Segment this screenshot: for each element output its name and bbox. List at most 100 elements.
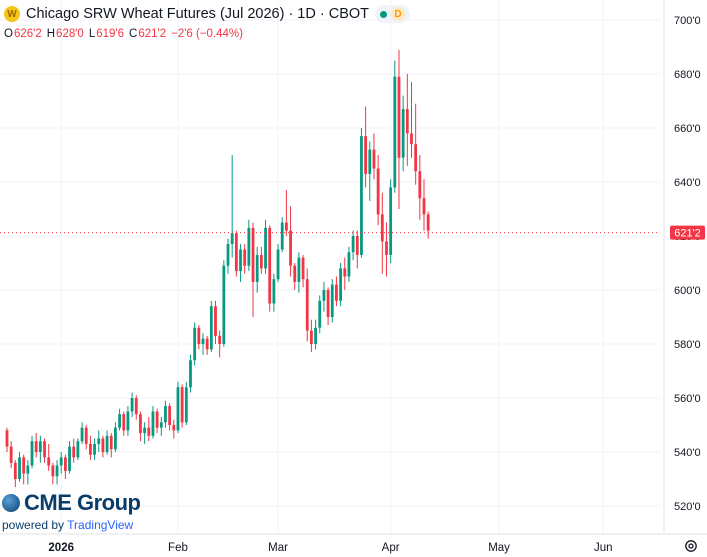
candle: [51, 462, 55, 485]
candle: [360, 128, 363, 258]
y-tick-label: 600'0: [674, 285, 701, 297]
candle: [418, 155, 422, 220]
ohlc-values: O626'2 H628'0 L619'6 C621'2 −2'6 (−0.44%…: [4, 28, 243, 40]
candle: [372, 133, 376, 180]
candle-body: [130, 398, 134, 412]
candle-body: [193, 327, 197, 361]
candle: [343, 257, 347, 290]
candle-body: [43, 441, 46, 458]
candle-body: [101, 438, 105, 452]
x-tick-label: May: [488, 542, 510, 554]
candle: [301, 254, 305, 288]
candle: [222, 260, 226, 347]
candle-body: [209, 306, 213, 350]
candle: [68, 441, 71, 474]
candle-body: [80, 427, 84, 442]
candle-body: [51, 465, 55, 477]
candle: [147, 416, 151, 442]
chart-legend-header[interactable]: W Chicago SRW Wheat Futures (Jul 2026) ·…: [4, 3, 411, 25]
candle-body: [239, 249, 242, 272]
candle: [97, 430, 101, 452]
time-axis: 2026 Feb Mar Apr May Jun: [0, 533, 707, 554]
candle: [318, 295, 322, 334]
candle: [218, 330, 222, 358]
candle: [55, 460, 59, 485]
candle-body: [84, 427, 88, 444]
candle: [305, 268, 309, 342]
candle: [335, 276, 338, 307]
y-tick-label: 580'0: [674, 339, 701, 351]
candle-body: [360, 136, 363, 255]
candle: [293, 263, 297, 290]
tradingview-link[interactable]: TradingView: [67, 518, 134, 532]
y-tick-label: 560'0: [674, 393, 701, 405]
candle: [339, 263, 342, 307]
candle: [201, 333, 205, 355]
delayed-data-badge[interactable]: D: [391, 7, 406, 21]
candle: [401, 95, 405, 172]
candle: [422, 179, 426, 231]
candle: [63, 454, 67, 479]
cme-globe-icon: [2, 494, 20, 512]
x-tick-label: Apr: [382, 542, 400, 554]
candle-body: [189, 360, 192, 388]
x-tick-label: 2026: [48, 542, 74, 554]
candle-body: [276, 249, 280, 280]
candle-body: [243, 249, 247, 266]
candle: [214, 300, 217, 344]
candle: [389, 179, 393, 263]
market-status[interactable]: D: [375, 5, 411, 23]
candle-body: [335, 284, 338, 301]
candle-body: [414, 144, 418, 172]
candle-body: [234, 233, 238, 272]
candle-body: [55, 465, 59, 477]
candle-body: [264, 227, 267, 269]
candle: [172, 419, 176, 439]
candle: [151, 406, 155, 439]
candle: [38, 435, 42, 463]
candle-body: [172, 425, 176, 431]
symbol-title[interactable]: Chicago SRW Wheat Futures (Jul 2026) · 1…: [26, 6, 370, 22]
candle: [297, 252, 301, 293]
candle-body: [393, 76, 397, 188]
candle: [234, 230, 238, 277]
candle-body: [247, 227, 251, 266]
candle-body: [405, 109, 409, 134]
candle-body: [176, 387, 180, 431]
chart-settings-icon[interactable]: [684, 539, 698, 553]
powered-by-tradingview[interactable]: powered by TradingView: [2, 518, 134, 532]
chart-grid: [0, 0, 660, 534]
candle: [280, 217, 284, 253]
candle-body: [259, 254, 263, 269]
candle: [101, 435, 105, 458]
last-price-label: 621'2: [670, 225, 705, 240]
candle: [47, 443, 51, 471]
candle: [93, 438, 96, 461]
candle-body: [397, 76, 401, 158]
candle: [322, 281, 326, 312]
candle: [159, 416, 163, 436]
candle: [230, 155, 234, 258]
candle-body: [72, 446, 76, 458]
candle-body: [339, 268, 342, 301]
candle-body: [38, 441, 42, 452]
candle-body: [164, 406, 167, 423]
candle-body: [197, 327, 201, 344]
cme-branding[interactable]: CME Group powered by TradingView: [2, 490, 141, 532]
cme-logo[interactable]: CME Group: [2, 490, 141, 516]
candle: [351, 230, 355, 261]
candles: [5, 49, 430, 488]
candle: [109, 433, 113, 458]
candle: [368, 141, 372, 201]
candle: [105, 430, 109, 455]
candle: [9, 441, 13, 469]
candle-body: [389, 187, 393, 255]
candle: [314, 319, 317, 350]
x-tick-label: Feb: [168, 542, 188, 554]
candle-body: [318, 300, 322, 328]
candle: [180, 384, 184, 428]
candle-body: [222, 265, 226, 344]
candle-body: [284, 222, 288, 231]
candle-body: [126, 411, 130, 431]
